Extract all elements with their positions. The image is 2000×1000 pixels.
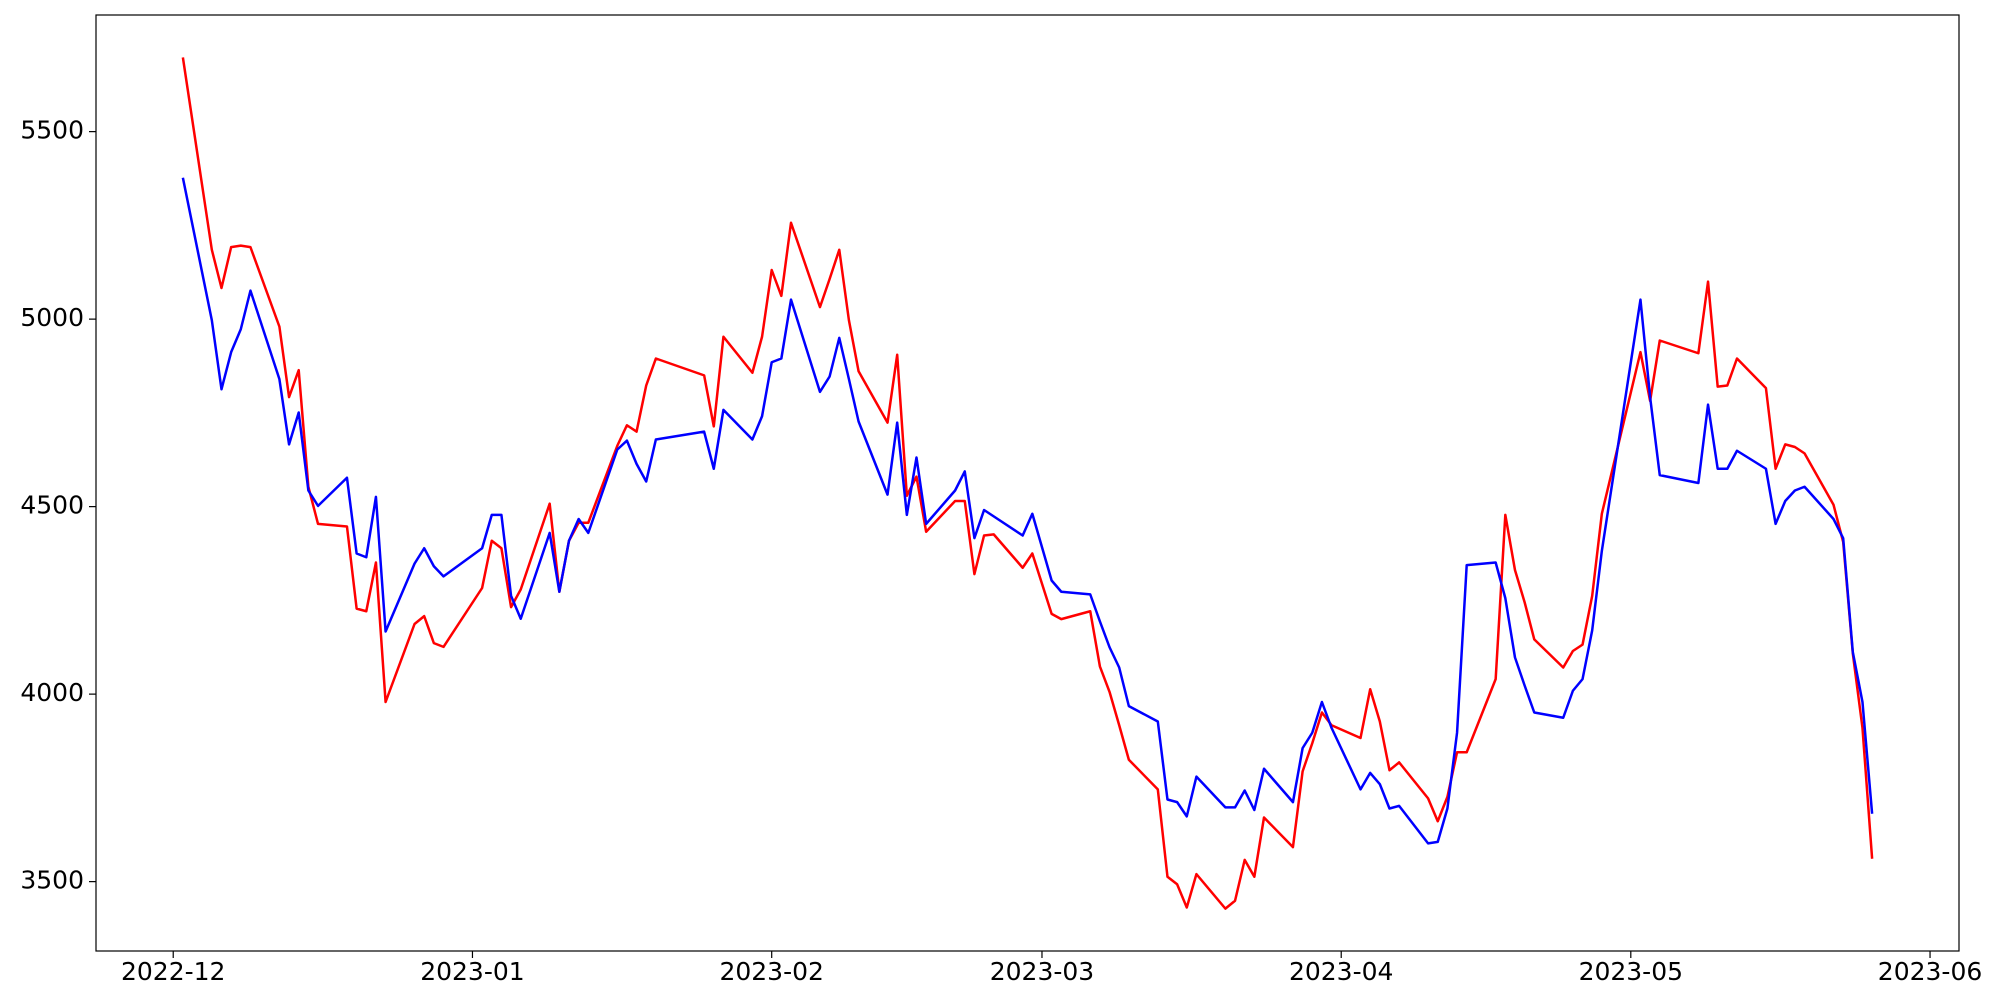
x-tick-label: 2022-12 (121, 957, 225, 986)
x-tick-label: 2023-05 (1579, 957, 1683, 986)
x-tick-label: 2023-06 (1878, 957, 1982, 986)
plot-frame (95, 14, 1960, 952)
line-series (181, 57, 1874, 910)
y-tick-label: 5500 (20, 116, 84, 145)
x-tick-label: 2023-01 (420, 957, 524, 986)
x-tick-label: 2023-02 (719, 957, 823, 986)
y-tick-label: 3500 (20, 866, 84, 895)
x-tick-label: 2023-03 (990, 957, 1094, 986)
y-tick-label: 4500 (20, 491, 84, 520)
line-series (181, 177, 1874, 845)
y-tick-label: 5000 (20, 303, 84, 332)
y-tick-label: 4000 (20, 678, 84, 707)
x-tick-label: 2023-04 (1289, 957, 1393, 986)
